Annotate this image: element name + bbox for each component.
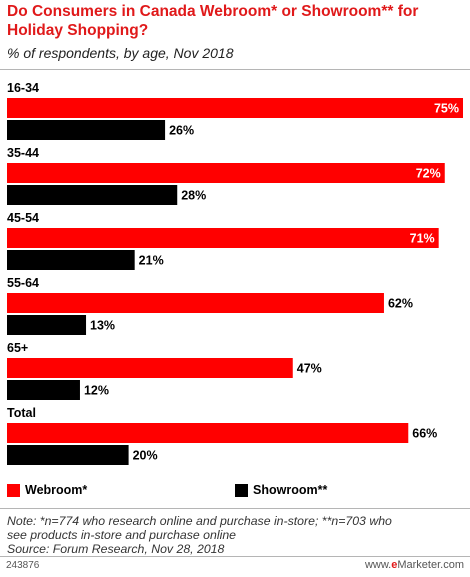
value-label-webroom-55-64: 62%: [388, 297, 413, 311]
bar-showroom-16-34: [7, 120, 166, 140]
chart-subtitle: % of respondents, by age, Nov 2018: [7, 45, 234, 61]
legend-label-showroom: Showroom**: [253, 483, 328, 497]
value-label-showroom-65: 12%: [84, 384, 109, 398]
legend-label-webroom: Webroom*: [25, 483, 88, 497]
bar-showroom-total: [7, 445, 129, 465]
value-label-webroom-16-34: 75%: [434, 102, 459, 116]
value-label-webroom-65: 47%: [297, 362, 322, 376]
brand-prefix: www.: [364, 559, 392, 571]
bar-webroom-35-44: [7, 163, 445, 183]
source-line: Source: Forum Research, Nov 28, 2018: [7, 542, 225, 556]
note-line-1: Note: *n=774 who research online and pur…: [7, 514, 392, 528]
chart-title: Do Consumers in Canada Webroom* or Showr…: [7, 3, 419, 39]
bottom-divider: [0, 508, 470, 509]
chart-note: Note: *n=774 who research online and pur…: [7, 514, 465, 556]
bar-showroom-35-44: [7, 185, 178, 205]
legend-item-showroom: Showroom**: [235, 482, 327, 498]
value-label-showroom-35-44: 28%: [181, 189, 206, 203]
chart-id: 243876: [6, 560, 40, 571]
legend-swatch-webroom: [7, 483, 20, 497]
brand-accent: e: [391, 559, 398, 571]
category-label-16-34: 16-34: [7, 81, 39, 95]
value-label-showroom-45-54: 21%: [139, 254, 164, 268]
category-label-55-64: 55-64: [7, 276, 39, 290]
brand-logo: www.eMarketer.com: [365, 559, 464, 571]
brand-name: Marketer: [397, 559, 441, 571]
value-label-webroom-35-44: 72%: [416, 167, 441, 181]
value-label-webroom-total: 66%: [412, 427, 437, 441]
value-label-showroom-total: 20%: [133, 449, 158, 463]
brand-suffix: .com: [440, 559, 464, 571]
bar-webroom-total: [7, 423, 409, 443]
value-label-showroom-16-34: 26%: [169, 124, 194, 138]
category-label-65: 65+: [7, 341, 28, 355]
legend-item-webroom: Webroom*: [7, 482, 87, 498]
category-label-35-44: 35-44: [7, 146, 39, 160]
legend-swatch-showroom: [235, 483, 248, 497]
bar-showroom-55-64: [7, 315, 87, 335]
footer-divider: [0, 556, 470, 557]
value-label-webroom-45-54: 71%: [410, 232, 435, 246]
category-label-45-54: 45-54: [7, 211, 39, 225]
bar-webroom-45-54: [7, 228, 439, 248]
category-label-total: Total: [7, 406, 36, 420]
bar-chart: 16-34 75% 26% 35-44 72% 28% 45-54 71% 21% 55-64 62…: [7, 81, 463, 465]
bar-showroom-65: [7, 380, 80, 400]
note-line-2: see products in-store and purchase onlin…: [7, 528, 236, 542]
bar-webroom-65: [7, 358, 293, 378]
value-label-showroom-55-64: 13%: [90, 319, 115, 333]
bar-showroom-45-54: [7, 250, 135, 270]
bar-webroom-55-64: [7, 293, 384, 313]
bar-webroom-16-34: [7, 98, 463, 118]
top-divider: [0, 69, 470, 70]
